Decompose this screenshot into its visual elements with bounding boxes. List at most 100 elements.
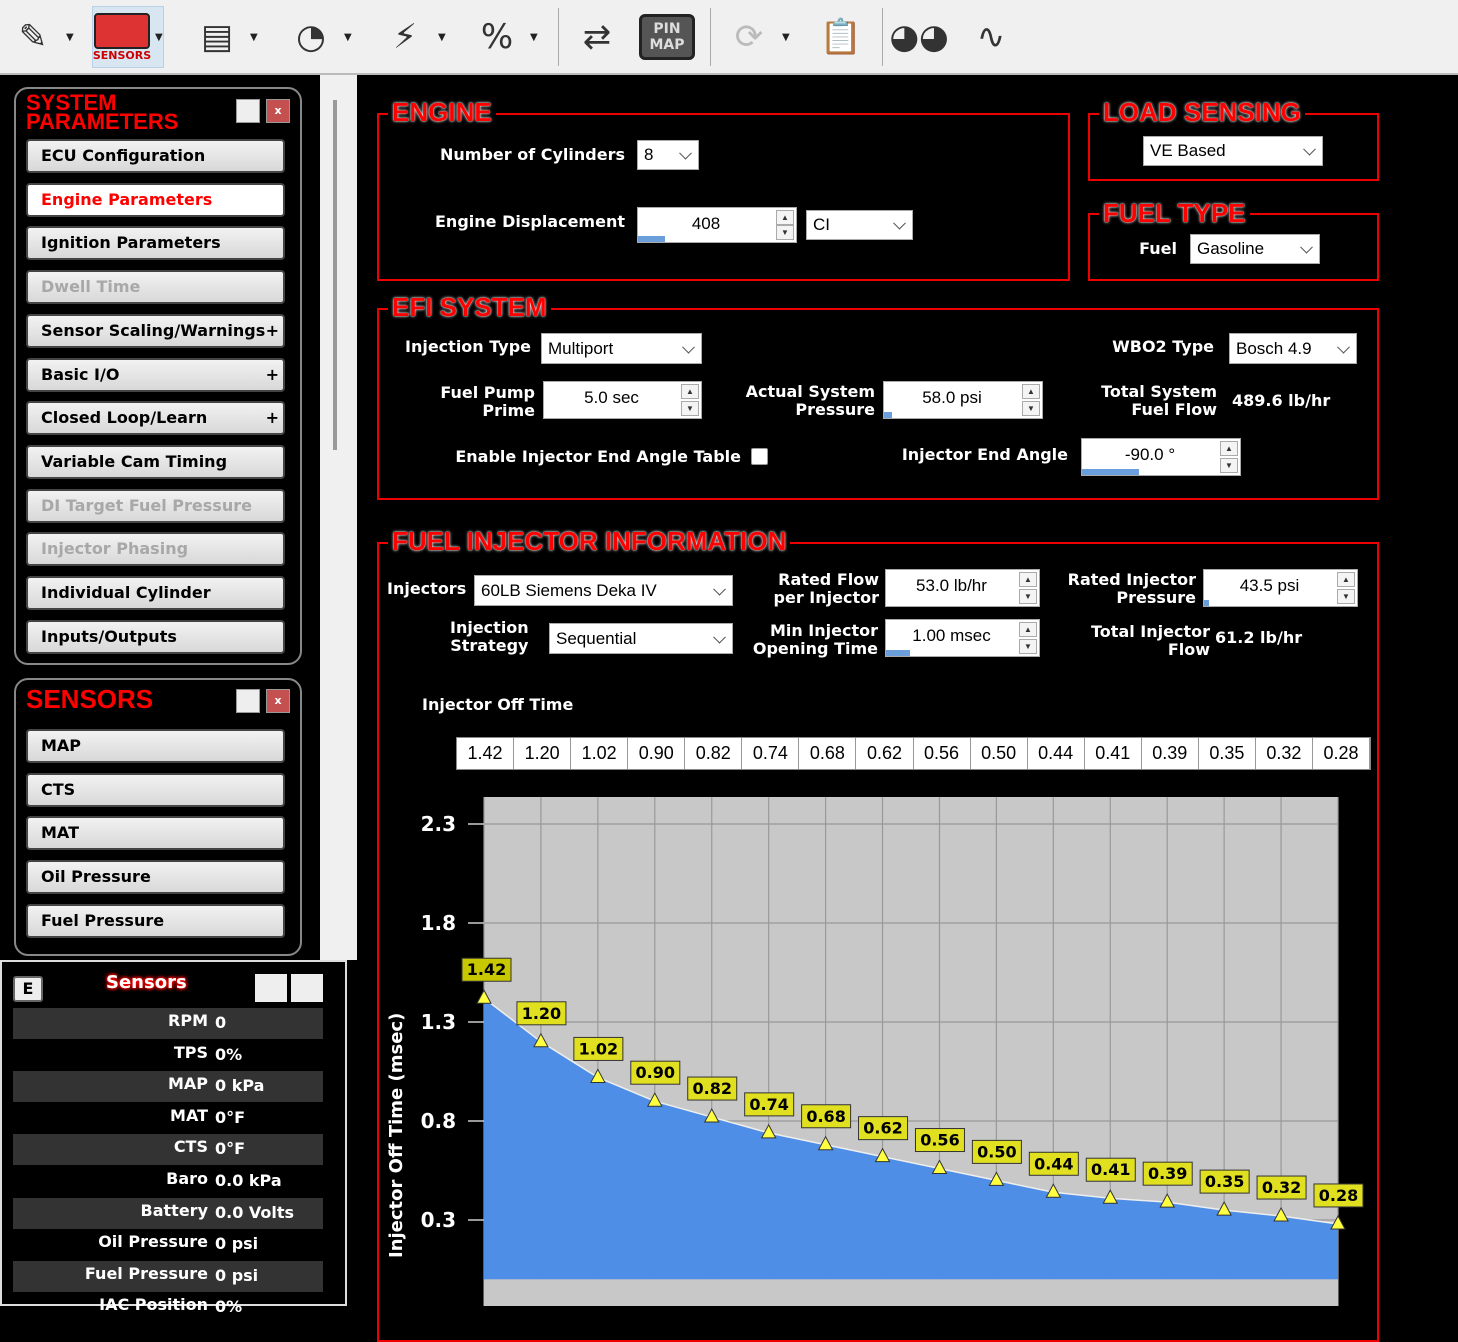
toolbar-button[interactable]: ✎ ▼: [4, 6, 74, 68]
off-time-chart: 2.3 1.8 1.3 0.8 0.3 1.42 1.20 1.02 0.90 0.82 0.74 0…: [386, 797, 1364, 1306]
pump-prime-spinner[interactable]: 5.0 sec ▲ ▼: [543, 381, 702, 419]
displacement-spinner[interactable]: 408 ▲ ▼: [637, 207, 797, 243]
sensor-label: Baro: [166, 1169, 208, 1188]
y-tick-label: 1.3: [421, 1010, 456, 1034]
spin-down-icon[interactable]: ▼: [1337, 589, 1355, 604]
toolbar-button[interactable]: ▤ ▼: [188, 6, 258, 68]
injection-type-select[interactable]: Multiport: [541, 333, 702, 364]
nav-dwell-time[interactable]: Dwell Time: [26, 270, 285, 305]
toolbar-button[interactable]: ⇄: [568, 6, 626, 68]
min-open-spinner[interactable]: 1.00 msec ▲ ▼: [885, 619, 1040, 657]
spin-down-icon[interactable]: ▼: [1022, 401, 1040, 416]
nav-sensor-fuel-pressure[interactable]: Fuel Pressure: [26, 903, 285, 938]
dropdown-arrow-icon[interactable]: ▼: [250, 31, 258, 43]
rated-pressure-spinner[interactable]: 43.5 psi ▲ ▼: [1203, 569, 1358, 607]
nav-engine-parameters[interactable]: Engine Parameters: [26, 182, 285, 217]
off-time-cell[interactable]: 1.42: [457, 738, 515, 769]
data-label: 0.90: [636, 1063, 675, 1082]
nav-variable-cam-timing[interactable]: Variable Cam Timing: [26, 444, 285, 479]
toolbar-button[interactable]: PIN MAP: [638, 6, 696, 68]
off-time-cell[interactable]: 0.44: [1028, 738, 1085, 769]
rated-flow-spinner[interactable]: 53.0 lb/hr ▲ ▼: [885, 569, 1040, 607]
system-pressure-spinner[interactable]: 58.0 psi ▲ ▼: [883, 381, 1043, 419]
off-time-cell[interactable]: 0.39: [1142, 738, 1199, 769]
injectors-select[interactable]: 60LB Siemens Deka IV: [474, 575, 733, 606]
spin-up-icon[interactable]: ▲: [1019, 622, 1037, 637]
dropdown-arrow-icon[interactable]: ▼: [530, 31, 538, 43]
minimize-button[interactable]: [236, 689, 260, 713]
nav-injector-phasing[interactable]: Injector Phasing: [26, 532, 285, 567]
e-button[interactable]: E: [13, 976, 43, 1002]
off-time-cell[interactable]: 0.74: [742, 738, 800, 769]
close-button[interactable]: x: [266, 99, 290, 123]
nav-label: Individual Cylinder: [41, 583, 211, 602]
end-angle-table-checkbox[interactable]: [751, 448, 768, 465]
toolbar-button[interactable]: ◔ ▼: [282, 6, 352, 68]
off-time-cell[interactable]: 0.62: [856, 738, 914, 769]
toolbar-button[interactable]: SENSORS ▼: [92, 6, 164, 68]
off-time-cell[interactable]: 0.41: [1085, 738, 1142, 769]
data-point: [1216, 1201, 1232, 1216]
toolbar-button[interactable]: % ▼: [468, 6, 538, 68]
sensor-row: CTS 0°F: [13, 1134, 323, 1166]
spin-down-icon[interactable]: ▼: [1220, 458, 1238, 473]
nav-ecu-configuration[interactable]: ECU Configuration: [26, 139, 285, 173]
nav-ignition-parameters[interactable]: Ignition Parameters: [26, 226, 285, 261]
dropdown-arrow-icon[interactable]: ▼: [782, 31, 790, 43]
toolbar-button[interactable]: ◕◕: [889, 6, 948, 68]
off-time-cell[interactable]: 0.68: [799, 738, 857, 769]
end-angle-spinner[interactable]: -90.0 ° ▲ ▼: [1081, 438, 1241, 476]
spin-down-icon[interactable]: ▼: [1019, 589, 1037, 604]
spin-up-icon[interactable]: ▲: [1022, 384, 1040, 399]
off-time-cell[interactable]: 0.28: [1313, 738, 1370, 769]
off-time-cell[interactable]: 0.82: [685, 738, 743, 769]
nav-sensor-cts[interactable]: CTS: [26, 772, 285, 807]
spin-up-icon[interactable]: ▲: [681, 384, 699, 399]
fuel-select[interactable]: Gasoline: [1190, 234, 1320, 264]
monitor-option-button[interactable]: [255, 974, 287, 1002]
nav-sensor-mat[interactable]: MAT: [26, 816, 285, 851]
dropdown-arrow-icon[interactable]: ▼: [438, 31, 446, 43]
spin-up-icon[interactable]: ▲: [1337, 572, 1355, 587]
off-time-cell[interactable]: 1.02: [571, 738, 629, 769]
monitor-option-button[interactable]: [291, 974, 323, 1002]
close-button[interactable]: x: [266, 689, 290, 713]
spin-down-icon[interactable]: ▼: [776, 225, 794, 240]
off-time-cell[interactable]: 0.56: [914, 738, 971, 769]
nav-closed-loop-learn[interactable]: Closed Loop/Learn +: [26, 401, 285, 436]
nav-basic-i-o[interactable]: Basic I/O +: [26, 357, 285, 392]
off-time-cell[interactable]: 0.50: [971, 738, 1028, 769]
spin-up-icon[interactable]: ▲: [1019, 572, 1037, 587]
off-time-cell[interactable]: 0.35: [1199, 738, 1256, 769]
nav-sensor-map[interactable]: MAP: [26, 729, 285, 763]
toolbar-button[interactable]: ∿: [962, 6, 1020, 68]
toolbar-button[interactable]: 📋: [812, 6, 870, 68]
minimize-button[interactable]: [236, 99, 260, 123]
left-panel-scrollbar[interactable]: [320, 75, 357, 960]
cylinders-select[interactable]: 8: [637, 140, 699, 170]
off-time-cell[interactable]: 0.32: [1256, 738, 1313, 769]
nav-sensor-scaling-warnings[interactable]: Sensor Scaling/Warnings +: [26, 313, 285, 348]
toolbar-button[interactable]: ⚡ ▼: [376, 6, 446, 68]
spin-up-icon[interactable]: ▲: [776, 210, 794, 225]
spin-down-icon[interactable]: ▼: [681, 401, 699, 416]
dropdown-arrow-icon[interactable]: ▼: [155, 31, 163, 43]
off-time-cell[interactable]: 1.20: [514, 738, 572, 769]
off-time-cell[interactable]: 0.90: [628, 738, 686, 769]
spin-down-icon[interactable]: ▼: [1019, 639, 1037, 654]
toolbar-button[interactable]: ⟳ ▼: [720, 6, 790, 68]
nav-individual-cylinder[interactable]: Individual Cylinder: [26, 576, 285, 610]
dropdown-arrow-icon[interactable]: ▼: [344, 31, 352, 43]
wbo2-select[interactable]: Bosch 4.9: [1229, 333, 1357, 364]
nav-sensor-oil-pressure[interactable]: Oil Pressure: [26, 860, 285, 895]
toolbar-separator: [558, 8, 559, 66]
nav-di-target-fuel-pressure[interactable]: DI Target Fuel Pressure: [26, 488, 285, 523]
strategy-select[interactable]: Sequential: [549, 623, 733, 654]
nav-inputs-outputs[interactable]: Inputs/Outputs: [26, 619, 285, 654]
load-sensing-select[interactable]: VE Based: [1143, 136, 1323, 166]
dropdown-arrow-icon[interactable]: ▼: [66, 31, 74, 43]
data-label-box: [971, 1139, 1022, 1164]
spin-up-icon[interactable]: ▲: [1220, 441, 1238, 456]
displacement-unit-select[interactable]: CI: [806, 210, 913, 240]
scrollbar-thumb[interactable]: [333, 100, 337, 450]
